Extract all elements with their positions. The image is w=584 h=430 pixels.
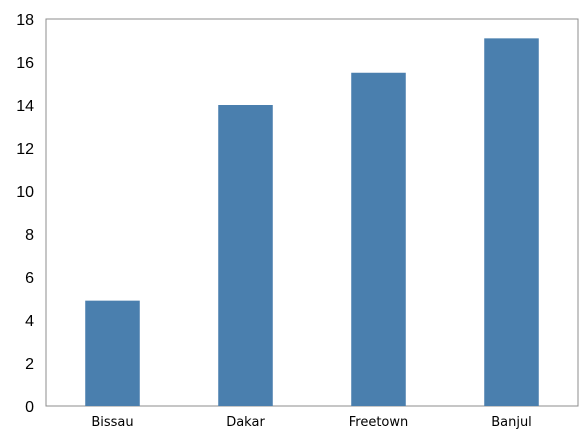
bar-banjul [484,38,539,406]
bar-dakar [218,105,273,406]
y-axis-ticks: 0 2 4 6 8 10 12 14 16 18 [16,12,34,416]
y-tick-label: 8 [25,227,34,244]
x-axis-labels: Bissau Dakar Freetown Banjul [91,415,531,430]
y-tick-label: 18 [16,12,34,29]
y-tick-label: 0 [25,399,34,416]
y-tick-label: 10 [16,184,34,201]
x-tick-label: Freetown [349,415,409,430]
x-tick-label: Banjul [491,415,532,430]
x-tick-label: Bissau [91,415,133,430]
y-tick-label: 6 [25,270,34,287]
y-tick-label: 12 [16,141,34,158]
y-tick-label: 16 [16,55,34,72]
y-tick-label: 14 [16,98,34,115]
bar-bissau [85,300,140,406]
bar-freetown [351,72,406,406]
bars-group [85,38,539,406]
x-tick-label: Dakar [226,415,265,430]
y-tick-label: 4 [25,313,34,330]
y-tick-label: 2 [25,356,34,373]
